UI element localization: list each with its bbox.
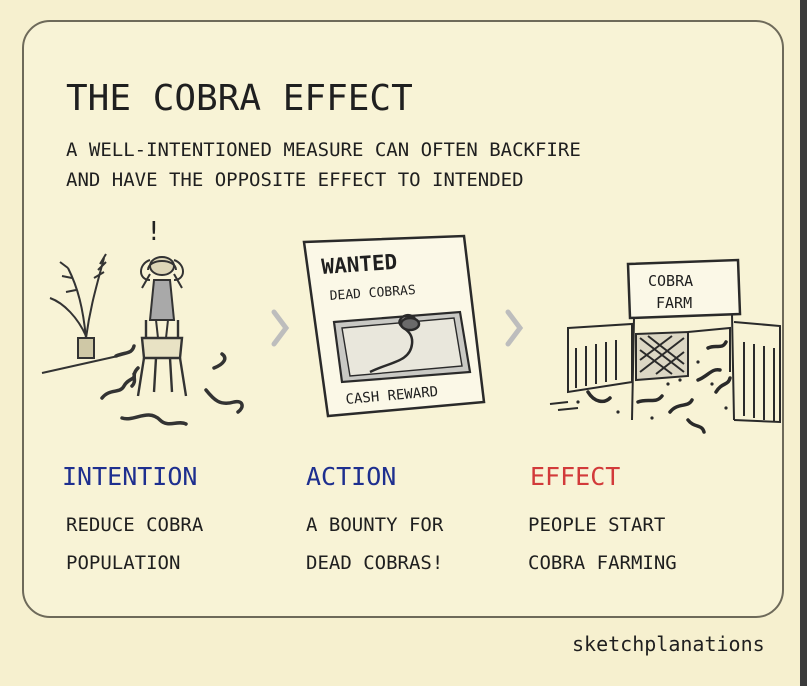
fence-icon — [549, 313, 781, 424]
farm-sign-line-1: COBRA — [648, 272, 693, 290]
subtitle-line-2: AND HAVE THE OPPOSITE EFFECT TO INTENDED — [66, 169, 524, 191]
chevron-right-icon — [505, 309, 524, 347]
chevron-right-icon — [271, 309, 290, 347]
page-subtitle: A WELL-INTENTIONED MEASURE CAN OFTEN BAC… — [66, 135, 746, 195]
dirt-dots — [576, 360, 728, 420]
intention-line-2: POPULATION — [66, 552, 181, 574]
effect-line-1: PEOPLE START — [528, 514, 666, 536]
chair-icon — [136, 320, 188, 397]
effect-text: PEOPLE START COBRA FARMING — [528, 506, 677, 582]
action-text: A BOUNTY FOR DEAD COBRAS! — [306, 506, 443, 582]
farm-sign-line-2: FARM — [656, 294, 692, 312]
page-scrollbar[interactable] — [800, 0, 807, 686]
action-line-1: A BOUNTY FOR — [306, 514, 444, 536]
person-icon — [140, 256, 184, 339]
wanted-poster: WANTED DEAD COBRAS CASH REWARD — [302, 234, 486, 418]
cobra-icons — [586, 340, 732, 434]
subtitle-line-1: A WELL-INTENTIONED MEASURE CAN OFTEN BAC… — [66, 139, 581, 161]
intention-illustration: ! — [41, 217, 244, 426]
page-title: THE COBRA EFFECT — [66, 78, 413, 119]
cobra-icons — [100, 344, 244, 426]
exclamation-mark: ! — [146, 217, 162, 247]
effect-label: EFFECT — [530, 462, 621, 491]
plant-icon — [41, 253, 119, 374]
poster-heading: WANTED — [321, 250, 398, 279]
cobra-portrait-icon — [369, 313, 421, 374]
action-label: ACTION — [306, 462, 397, 491]
poster-subheading: DEAD COBRAS — [329, 283, 416, 304]
intention-text: REDUCE COBRA POPULATION — [66, 506, 203, 582]
effect-line-2: COBRA FARMING — [528, 552, 677, 574]
intention-line-1: REDUCE COBRA — [66, 514, 204, 536]
brand-signature: sketchplanations — [572, 632, 765, 656]
cobra-farm-illustration: COBRA FARM — [549, 258, 781, 434]
action-line-2: DEAD COBRAS! — [306, 552, 444, 574]
intention-label: INTENTION — [62, 462, 198, 491]
